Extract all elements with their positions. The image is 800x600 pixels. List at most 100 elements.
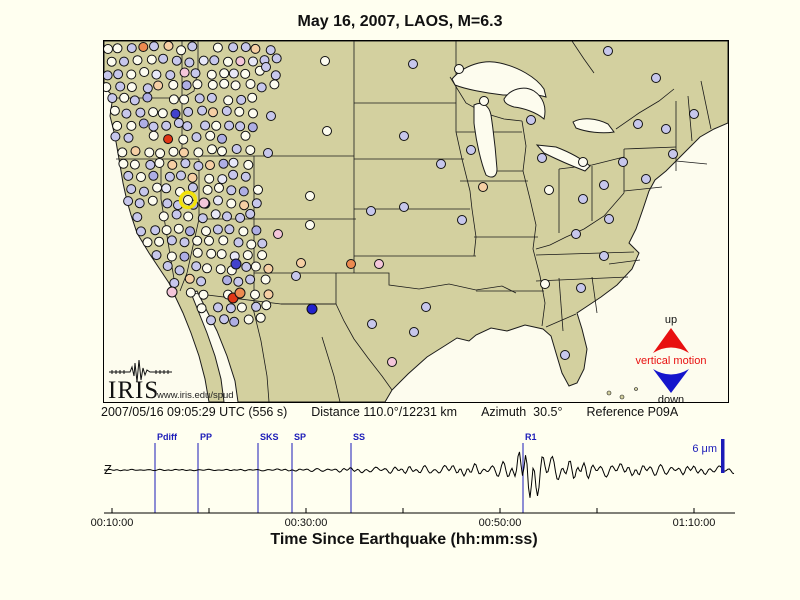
station-dot[interactable] xyxy=(269,79,280,90)
station-dot[interactable] xyxy=(123,196,134,207)
station-dot[interactable] xyxy=(408,59,418,69)
station-dot[interactable] xyxy=(187,182,198,193)
station-dot[interactable] xyxy=(139,186,149,197)
station-dot[interactable] xyxy=(135,107,146,118)
station-dot[interactable] xyxy=(213,195,223,206)
station-dot[interactable] xyxy=(253,184,263,195)
station-dot[interactable] xyxy=(194,93,205,104)
station-dot[interactable] xyxy=(305,191,315,201)
station-dot[interactable] xyxy=(257,238,268,249)
station-dot[interactable] xyxy=(154,158,165,168)
station-dot[interactable] xyxy=(599,180,609,190)
station-dot[interactable] xyxy=(263,263,274,274)
station-dot[interactable] xyxy=(540,279,550,289)
station-dot[interactable] xyxy=(273,229,283,239)
station-dot[interactable] xyxy=(180,158,191,169)
station-dot[interactable] xyxy=(185,287,196,298)
station-dot[interactable] xyxy=(322,126,332,136)
station-dot[interactable] xyxy=(236,302,247,313)
station-dot[interactable] xyxy=(211,120,222,131)
station-dot[interactable] xyxy=(142,92,153,103)
station-dot[interactable] xyxy=(138,42,149,52)
station-dot[interactable] xyxy=(136,172,146,182)
station-dot[interactable] xyxy=(178,134,189,145)
station-dot[interactable] xyxy=(243,159,254,170)
station-dot[interactable] xyxy=(246,239,257,250)
station-dot[interactable] xyxy=(235,121,246,132)
station-dot[interactable] xyxy=(374,259,384,269)
station-dot[interactable] xyxy=(184,57,195,68)
station-dot[interactable] xyxy=(215,264,226,275)
station-dot[interactable] xyxy=(198,289,209,300)
station-dot[interactable] xyxy=(126,69,137,80)
station-dot[interactable] xyxy=(239,200,250,211)
station-dot[interactable] xyxy=(217,146,227,157)
station-dot[interactable] xyxy=(185,226,195,237)
station-dot[interactable] xyxy=(202,184,213,195)
station-dot[interactable] xyxy=(206,315,216,326)
station-dot[interactable] xyxy=(204,173,215,184)
station-dot[interactable] xyxy=(466,145,476,155)
station-dot[interactable] xyxy=(163,134,174,145)
station-dot[interactable] xyxy=(248,108,258,119)
station-dot[interactable] xyxy=(399,131,409,141)
station-dot[interactable] xyxy=(148,130,159,141)
station-dot[interactable] xyxy=(149,41,159,52)
station-dot[interactable] xyxy=(179,67,190,78)
station-dot[interactable] xyxy=(241,261,252,272)
station-dot[interactable] xyxy=(153,80,164,91)
station-dot[interactable] xyxy=(132,55,143,66)
station-dot[interactable] xyxy=(578,157,588,167)
station-dot[interactable] xyxy=(162,198,173,209)
station-dot[interactable] xyxy=(209,55,220,66)
station-dot[interactable] xyxy=(603,46,613,56)
station-dot[interactable] xyxy=(166,251,177,262)
station-dot[interactable] xyxy=(161,183,172,194)
station-dot[interactable] xyxy=(233,237,244,248)
station-dot[interactable] xyxy=(202,263,212,274)
station-dot[interactable] xyxy=(138,118,149,129)
station-dot[interactable] xyxy=(171,55,182,66)
station-dot[interactable] xyxy=(187,41,198,52)
station-dot[interactable] xyxy=(261,300,272,311)
station-dot[interactable] xyxy=(167,159,178,170)
station-dot[interactable] xyxy=(183,106,194,117)
station-dot[interactable] xyxy=(157,108,168,119)
station-dot[interactable] xyxy=(158,53,169,64)
station-dot[interactable] xyxy=(245,274,256,285)
station-dot[interactable] xyxy=(197,105,208,116)
station-dot[interactable] xyxy=(234,287,246,299)
station-dot[interactable] xyxy=(123,170,134,181)
station-dot[interactable] xyxy=(234,106,245,117)
station-dot[interactable] xyxy=(409,327,419,337)
station-dot[interactable] xyxy=(478,182,488,192)
station-dot[interactable] xyxy=(205,130,216,141)
station-dot[interactable] xyxy=(257,250,268,261)
station-dot[interactable] xyxy=(306,303,318,315)
station-dot[interactable] xyxy=(230,258,242,270)
station-dot[interactable] xyxy=(208,107,218,118)
station-dot[interactable] xyxy=(176,170,186,181)
station-dot[interactable] xyxy=(132,212,143,223)
station-dot[interactable] xyxy=(436,159,446,169)
station-dot[interactable] xyxy=(210,209,221,220)
station-dot[interactable] xyxy=(270,70,281,81)
station-dot[interactable] xyxy=(161,120,172,131)
station-dot[interactable] xyxy=(236,94,247,105)
station-dot[interactable] xyxy=(651,73,661,83)
station-dot[interactable] xyxy=(245,145,256,156)
station-dot[interactable] xyxy=(225,303,236,314)
station-dot[interactable] xyxy=(224,120,235,131)
station-dot[interactable] xyxy=(174,265,185,276)
station-dot[interactable] xyxy=(154,236,165,247)
station-dot[interactable] xyxy=(560,350,570,360)
station-dot[interactable] xyxy=(248,56,258,67)
station-dot[interactable] xyxy=(221,106,232,116)
station-dot[interactable] xyxy=(104,70,113,81)
station-dot[interactable] xyxy=(238,186,249,197)
station-dot[interactable] xyxy=(212,224,223,235)
station-dot[interactable] xyxy=(228,169,239,180)
station-dot[interactable] xyxy=(106,56,117,67)
station-dot[interactable] xyxy=(223,56,233,67)
station-dot[interactable] xyxy=(104,82,112,93)
